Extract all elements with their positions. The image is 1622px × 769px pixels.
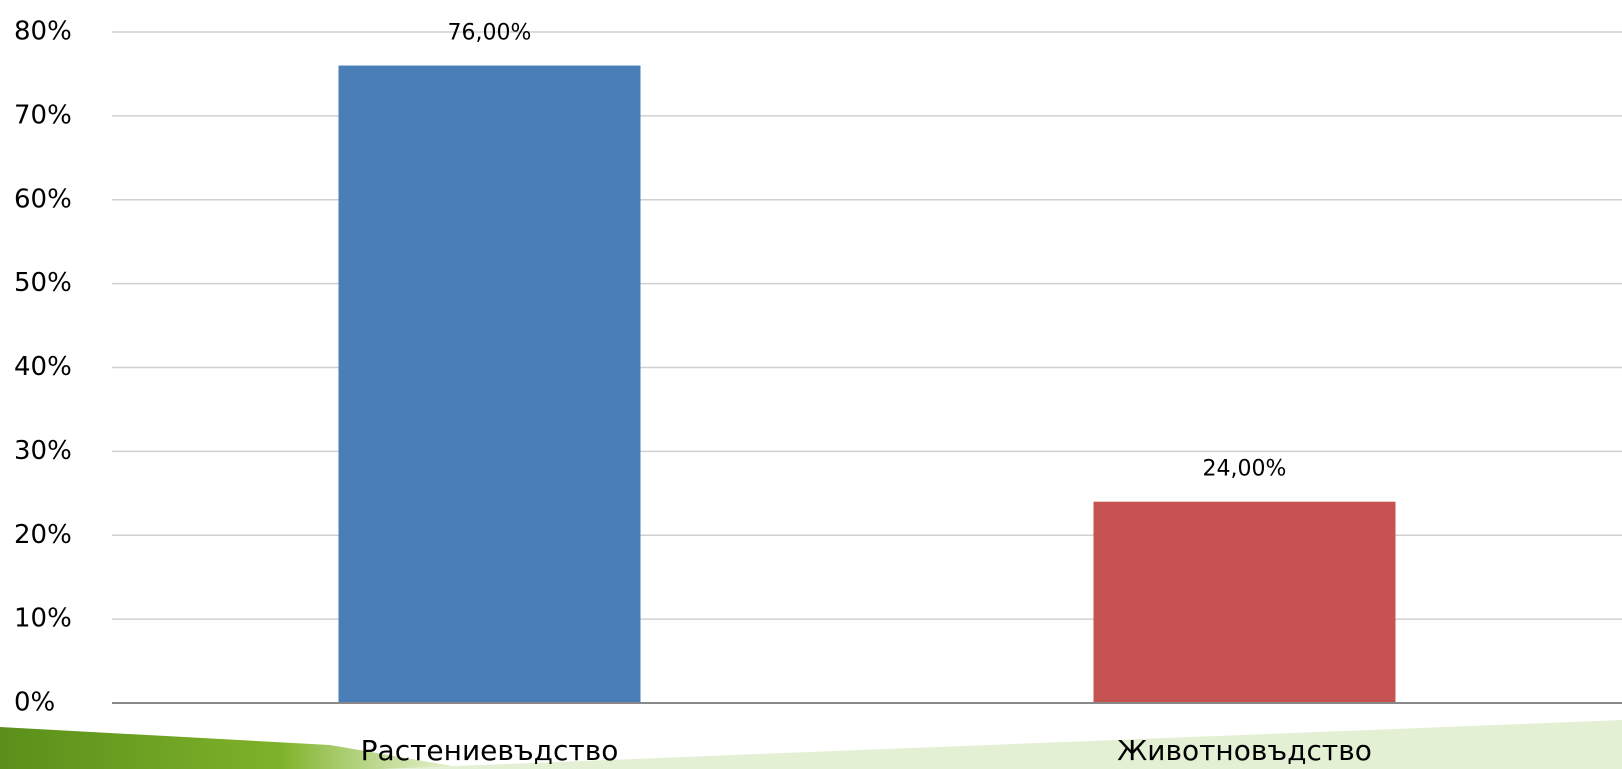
decor-band-left <box>0 727 470 769</box>
y-tick-label: 70% <box>14 100 72 130</box>
bar <box>1093 501 1396 703</box>
y-tick-label: 0% <box>14 688 55 718</box>
value-label: 24,00% <box>1203 457 1287 482</box>
y-tick-label: 30% <box>14 436 72 466</box>
decor-band-right <box>380 720 1622 769</box>
y-tick-label: 10% <box>14 604 72 634</box>
y-tick-label: 40% <box>14 352 72 382</box>
x-tick-label: Животновъдство <box>1117 734 1372 767</box>
y-tick-label: 60% <box>14 184 72 214</box>
x-tick-label: Растениевъдство <box>361 734 619 767</box>
y-tick-label: 50% <box>14 268 72 298</box>
y-tick-label: 20% <box>14 520 72 550</box>
value-label: 76,00% <box>448 21 532 46</box>
y-tick-label: 80% <box>14 17 72 47</box>
bar <box>338 65 641 704</box>
